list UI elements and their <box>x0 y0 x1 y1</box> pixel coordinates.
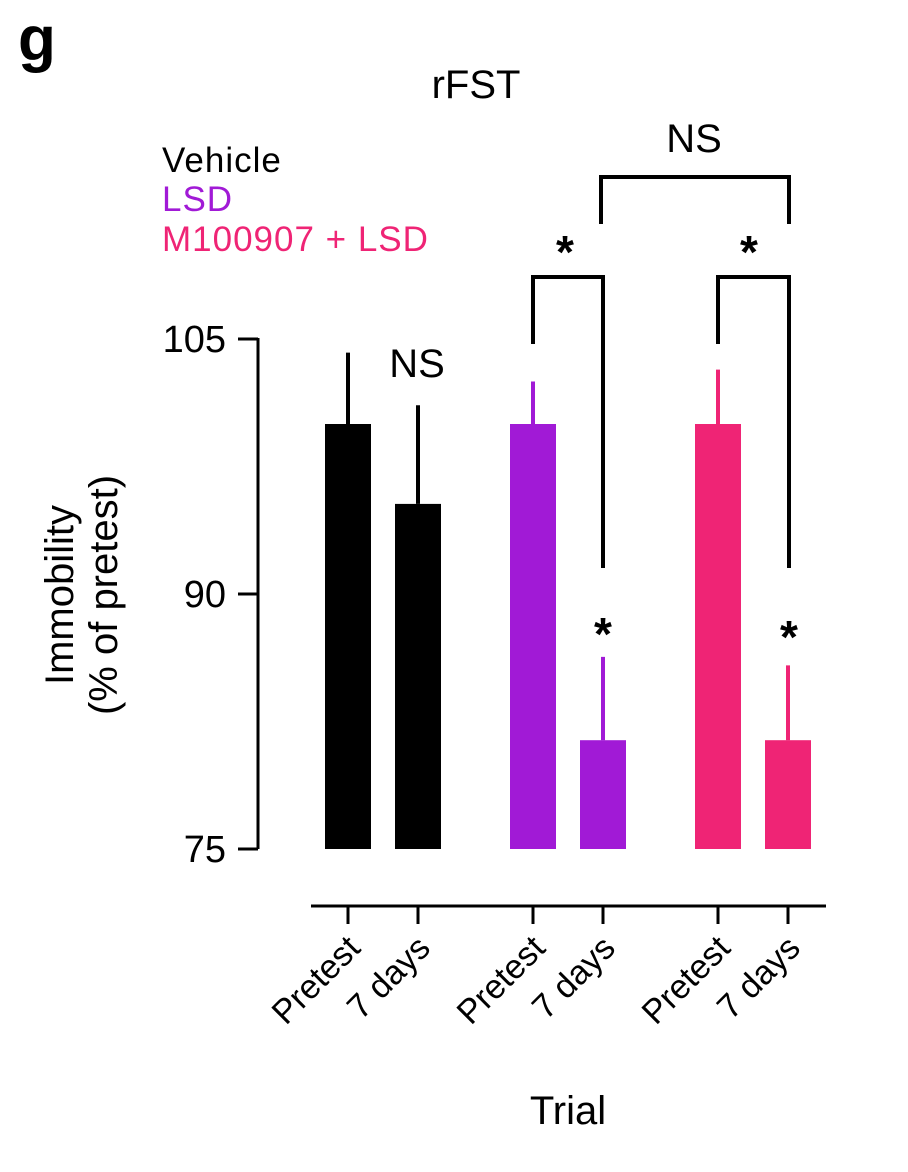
chart-title: rFST <box>432 63 521 107</box>
panel-label: g <box>18 5 56 74</box>
bar-vehicle-7-days <box>395 503 441 849</box>
legend-entry-lsd: LSD <box>162 180 233 219</box>
y-axis: 75 90 105 <box>163 319 260 871</box>
y-tick-label-105: 105 <box>163 319 226 361</box>
bars <box>325 352 811 849</box>
legend-entry-combo: M100907 + LSD <box>162 220 429 259</box>
bar-lsd-7-days <box>580 740 626 849</box>
y-axis-title: Immobility (% of pretest) <box>38 475 126 715</box>
legend: Vehicle LSD M100907 + LSD <box>162 141 429 259</box>
x-axis-title: Trial <box>530 1089 606 1133</box>
lsd-7days-marker: * <box>594 608 612 660</box>
combo-comparison-label: * <box>740 226 758 278</box>
x-axis <box>311 904 826 924</box>
bar-m100907-lsd-pretest <box>695 424 741 849</box>
between-groups-label: NS <box>666 117 722 161</box>
lsd-comparison-bracket <box>531 275 605 568</box>
y-axis-title-line-2: (% of pretest) <box>82 475 126 715</box>
x-tick-label-lsd-pretest: Pretest <box>450 928 553 1031</box>
lsd-comparison-label: * <box>556 226 574 278</box>
y-axis-title-line-1: Immobility <box>38 505 82 685</box>
y-tick-label-90: 90 <box>184 574 226 616</box>
bar-lsd-pretest <box>510 424 556 849</box>
x-tick-label-vehicle-pretest: Pretest <box>265 928 368 1031</box>
y-tick-label-75: 75 <box>184 829 226 871</box>
bar-vehicle-pretest <box>325 424 371 849</box>
vehicle-comparison-label: NS <box>389 342 445 386</box>
combo-7days-marker: * <box>780 611 798 663</box>
significance-annotations: NS * * NS * * <box>389 117 798 663</box>
legend-entry-vehicle: Vehicle <box>162 141 282 180</box>
combo-comparison-bracket <box>716 275 791 568</box>
bar-m100907-lsd-7-days <box>765 740 811 849</box>
x-tick-label-m100907-lsd-pretest: Pretest <box>635 928 738 1031</box>
between-groups-bracket <box>599 175 791 224</box>
